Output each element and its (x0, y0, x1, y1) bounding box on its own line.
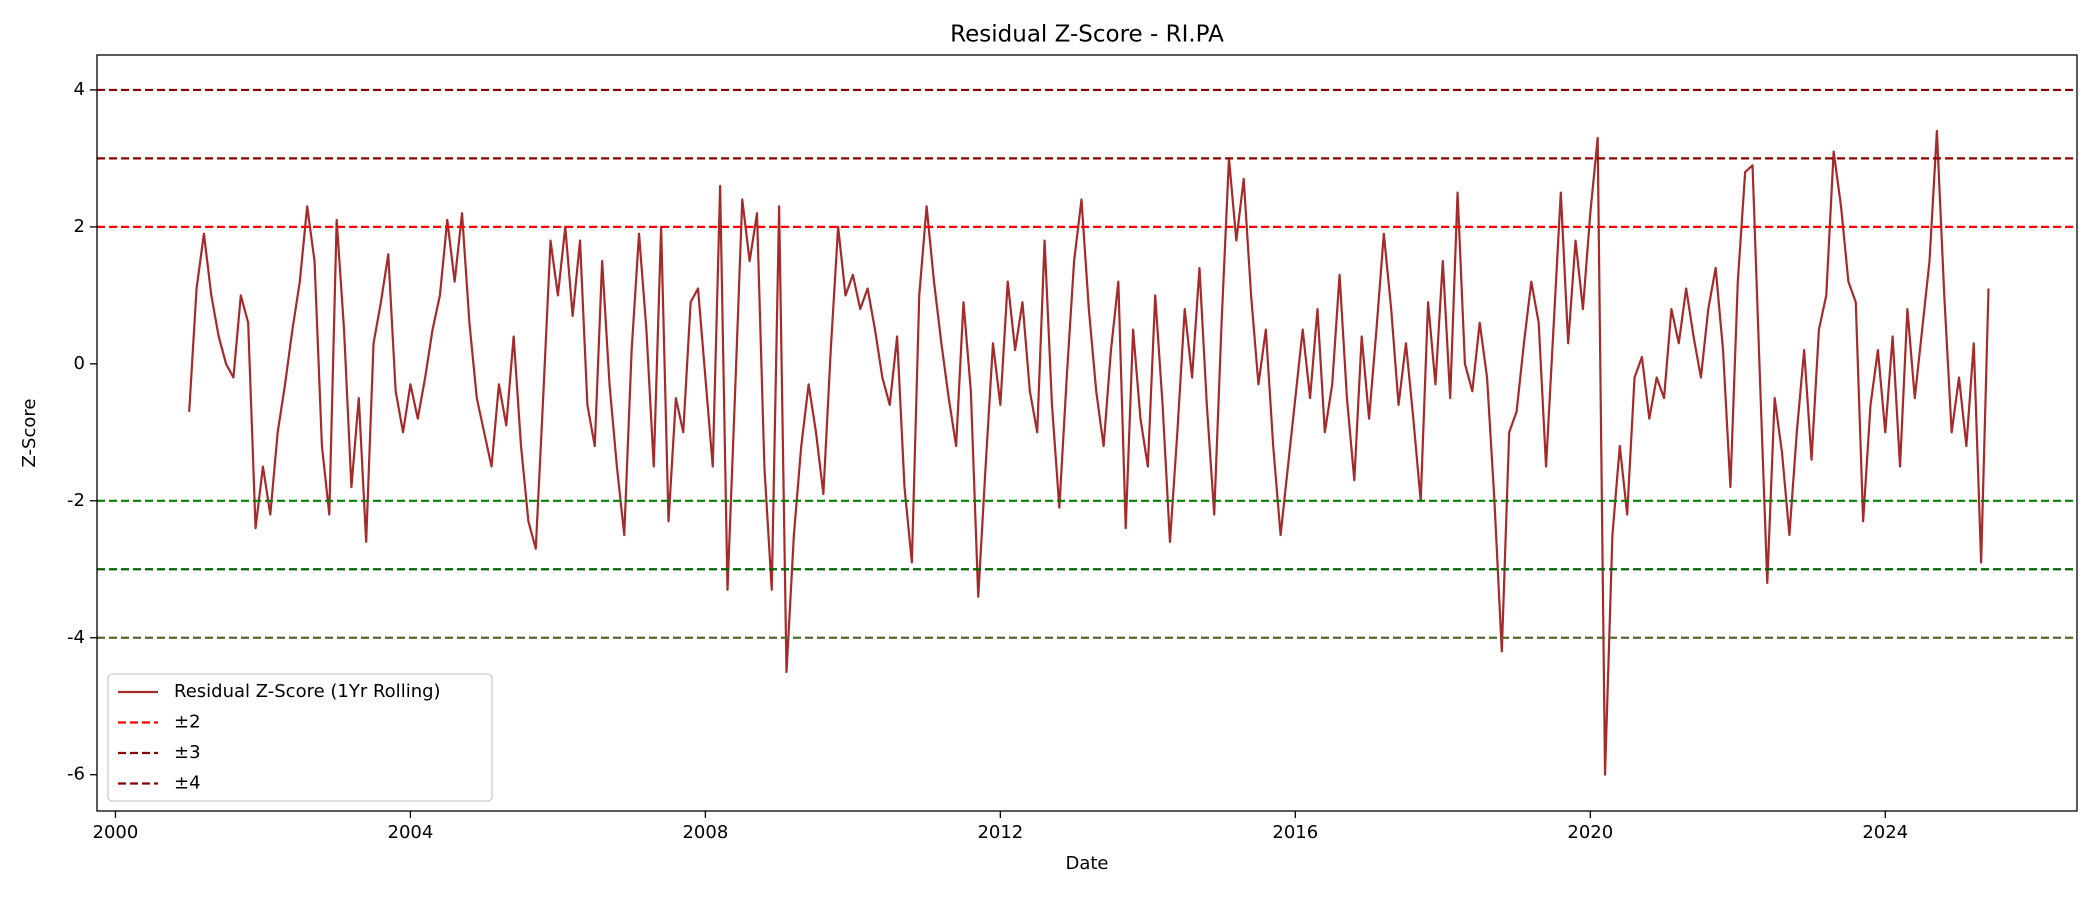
x-tick-label: 2000 (93, 822, 139, 843)
data-line (188, 129, 1990, 776)
y-axis-label: Z-Score (19, 399, 40, 468)
y-tick-label: -6 (67, 764, 85, 785)
x-tick-label: 2016 (1272, 822, 1318, 843)
legend-label: ±3 (174, 742, 201, 763)
legend-label: Residual Z-Score (1Yr Rolling) (174, 681, 441, 702)
y-tick-label: 4 (74, 79, 85, 100)
chart-title: Residual Z-Score - RI.PA (950, 22, 1224, 48)
y-tick-label: 2 (74, 216, 85, 237)
y-tick-label: 0 (74, 353, 85, 374)
y-tick-label: -2 (67, 490, 85, 511)
plot-frame (96, 54, 2078, 812)
legend-box (107, 673, 493, 802)
x-tick-label: 2020 (1567, 822, 1613, 843)
x-axis-label: Date (1065, 853, 1108, 874)
x-tick-label: 2024 (1862, 822, 1908, 843)
y-tick-label: -4 (67, 627, 85, 648)
legend-label: ±4 (174, 773, 201, 794)
x-tick-label: 2004 (388, 822, 434, 843)
x-tick-label: 2012 (977, 822, 1023, 843)
legend-label: ±2 (174, 712, 201, 733)
x-tick-label: 2008 (682, 822, 728, 843)
